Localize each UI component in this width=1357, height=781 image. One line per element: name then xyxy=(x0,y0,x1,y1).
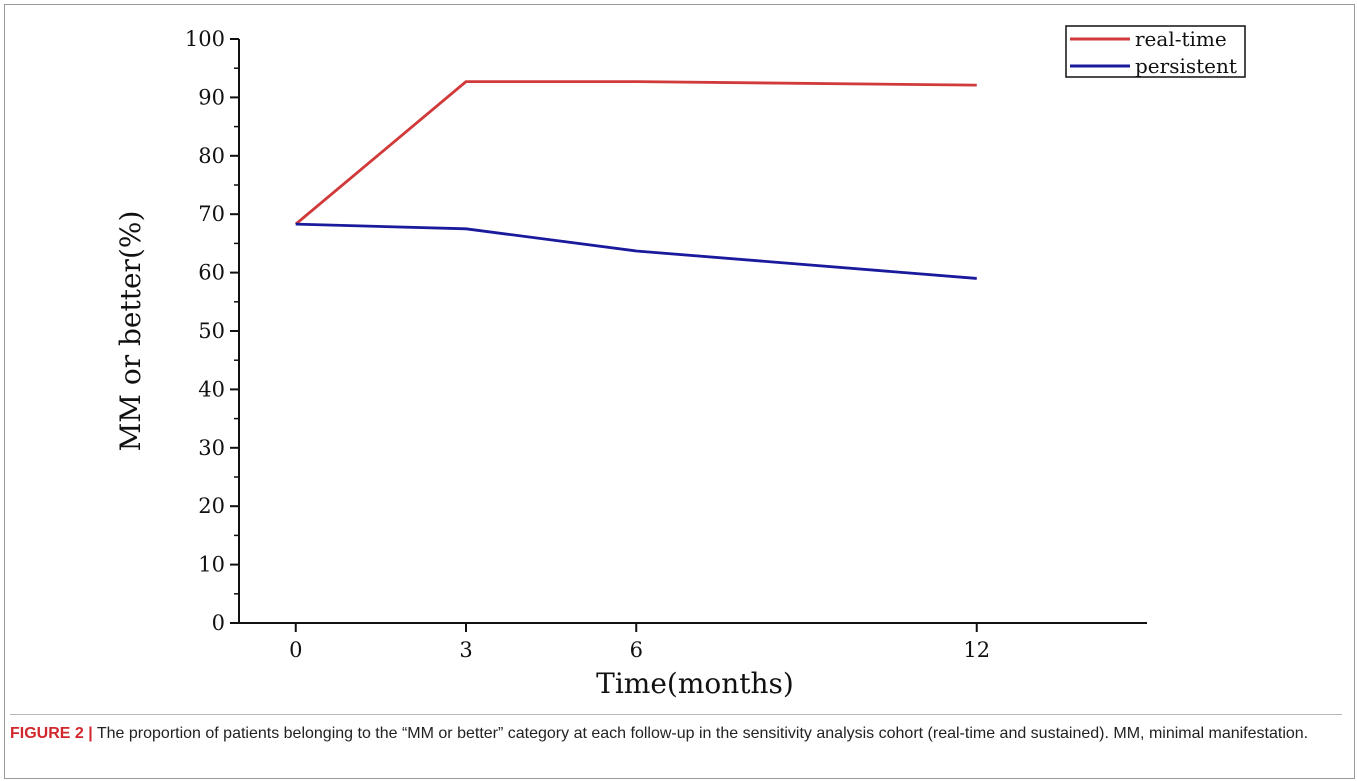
legend: real-time persistent xyxy=(1065,25,1246,78)
figure-caption: FIGURE 2 | The proportion of patients be… xyxy=(10,714,1342,745)
legend-label-persistent: persistent xyxy=(1135,54,1237,78)
x-tick-label: 6 xyxy=(630,638,643,662)
x-tick-label: 12 xyxy=(963,638,990,662)
figure-frame xyxy=(4,4,1355,779)
x-axis-ticks: 0 3 6 12 xyxy=(289,623,990,662)
line-chart: 0 10 20 30 40 50 60 70 80 90 100 0 3 6 12 MM or bette… xyxy=(114,25,1246,700)
y-tick-label: 40 xyxy=(198,377,225,401)
caption-text: The proportion of patients belonging to … xyxy=(92,725,1309,742)
y-tick-label: 100 xyxy=(185,27,225,51)
figure-label: FIGURE 2 | xyxy=(10,725,93,742)
y-tick-label: 90 xyxy=(198,85,225,109)
series-line-persistent xyxy=(295,222,977,280)
y-tick-label: 0 xyxy=(212,611,225,635)
y-tick-label: 70 xyxy=(198,202,225,226)
series-line-real-time xyxy=(294,80,977,226)
x-tick-label: 0 xyxy=(289,638,302,662)
legend-box xyxy=(1065,25,1246,78)
y-tick-label: 50 xyxy=(198,319,225,343)
y-axis-title: MM or better(%) xyxy=(114,211,147,452)
y-axis-ticks: 0 10 20 30 40 50 60 70 80 90 100 xyxy=(185,27,239,635)
x-axis-title: Time(months) xyxy=(596,667,794,700)
x-tick-label: 3 xyxy=(459,638,472,662)
y-tick-label: 30 xyxy=(198,436,225,460)
y-tick-label: 80 xyxy=(198,144,225,168)
series-lines xyxy=(294,80,977,280)
y-tick-label: 10 xyxy=(198,553,225,577)
y-tick-label: 20 xyxy=(198,494,225,518)
legend-label-real-time: real-time xyxy=(1135,27,1227,51)
y-tick-label: 60 xyxy=(198,261,225,285)
